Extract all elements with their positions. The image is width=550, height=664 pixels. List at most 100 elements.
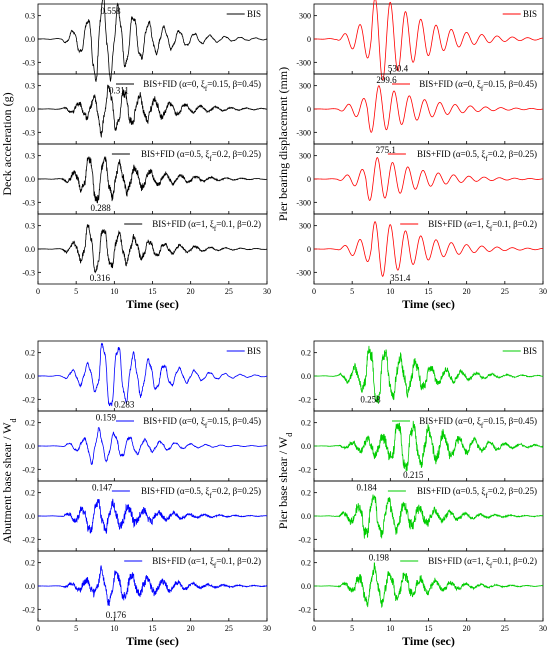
series-line <box>38 155 268 204</box>
y-tick-label: 0.0 <box>25 245 35 254</box>
legend-label: BIS+FID (α=1, ξf=0.1, β=0.2) <box>152 556 261 570</box>
x-tick-label: 5 <box>74 287 78 296</box>
x-tick-label: 15 <box>425 624 433 633</box>
series-line <box>38 498 268 534</box>
x-tick-label: 10 <box>110 287 118 296</box>
series-line <box>38 0 268 82</box>
x-tick-label: 20 <box>463 287 471 296</box>
legend: BIS+FID (α=1, ξf=0.1, β=0.2) <box>400 556 537 570</box>
legend: BIS+FID (α=1, ξf=0.1, β=0.2) <box>124 219 261 233</box>
legend: BIS <box>502 9 537 19</box>
x-tick-label: 20 <box>463 624 471 633</box>
legend: BIS+FID (α=0.5, ξf=0.2, β=0.25) <box>111 149 261 163</box>
y-tick-label: 0.0 <box>301 372 311 381</box>
legend: BIS+FID (α=0.5, ξf=0.2, β=0.25) <box>111 486 261 500</box>
y-tick-label: 0 <box>307 35 311 44</box>
y-tick-label: 0.2 <box>301 559 311 568</box>
series-line <box>314 562 544 608</box>
y-tick-label: 0.0 <box>25 582 35 591</box>
legend-label: BIS+FID (α=1, ξf=0.1, β=0.2) <box>428 556 537 570</box>
legend: BIS+FID (α=1, ξf=0.1, β=0.2) <box>124 556 261 570</box>
peak-label: 0.558 <box>100 6 121 16</box>
panel-deck-1: -0.3 0.0 0.3 BIS 0.558 <box>22 0 268 82</box>
peak-label: 0.288 <box>90 203 111 213</box>
legend-label: BIS <box>247 346 261 356</box>
y-tick-label: -0.2 <box>298 605 311 614</box>
peak-label: 0.147 <box>92 482 113 492</box>
x-tick-label: 10 <box>110 624 118 633</box>
y-tick-label: 0.0 <box>25 372 35 381</box>
peak-label: 0.176 <box>106 610 127 620</box>
peak-label: 0.184 <box>357 482 378 492</box>
y-tick-label: 0 <box>307 105 311 114</box>
x-axis-label: Time (sec) <box>402 297 455 311</box>
series-line <box>38 224 268 274</box>
x-tick-label: 25 <box>225 624 233 633</box>
y-tick-label: 0.3 <box>25 12 35 21</box>
peak-label: 351.4 <box>390 273 411 283</box>
y-tick-label: 300 <box>299 152 311 161</box>
panel-deck-2: -0.3 0.0 0.3 BIS+FID (α=0, ξf=0.15, β=0.45)… <box>22 73 268 145</box>
legend-label: BIS+FID (α=0.5, ξf=0.2, β=0.25) <box>417 486 537 500</box>
panel-frame <box>313 340 544 412</box>
panel-pier-shear-2: -0.2 0.0 0.2 BIS+FID (α=0, ξf=0.15, β=0.45)… <box>298 410 544 482</box>
y-tick-label: 0.3 <box>25 152 35 161</box>
y-tick-label: -300 <box>296 128 311 137</box>
peak-label: 0.283 <box>114 400 135 410</box>
x-tick-label: 30 <box>539 624 547 633</box>
x-tick-label: 15 <box>425 287 433 296</box>
legend-label: BIS+FID (α=1, ξf=0.1, β=0.2) <box>152 219 261 233</box>
peak-label: 0.198 <box>369 552 390 562</box>
y-tick-label: 0 <box>307 245 311 254</box>
y-tick-label: -0.2 <box>298 535 311 544</box>
panel-pier-shear-4: -0.2 0.0 0.2 BIS+FID (α=1, ξf=0.1, β=0.2) 0.… <box>298 550 544 622</box>
legend: BIS <box>502 346 537 356</box>
peak-label: 275.1 <box>376 145 396 155</box>
y-axis-label: Abutment base shear / Wd <box>0 418 18 543</box>
y-tick-label: 0.2 <box>301 489 311 498</box>
y-tick-label: -0.3 <box>22 268 35 277</box>
y-tick-label: -0.3 <box>22 198 35 207</box>
series-line <box>38 426 268 466</box>
chart-abutment: -0.2 0.0 0.2 BIS 0.283 -0.2 0.0 0.2 BIS+FID (α=0… <box>0 340 271 648</box>
x-axis-label: Time (sec) <box>126 634 179 648</box>
x-tick-label: 25 <box>501 287 509 296</box>
x-tick-label: 15 <box>149 287 157 296</box>
legend-label: BIS+FID (α=1, ξf=0.1, β=0.2) <box>428 219 537 233</box>
series-line <box>38 84 268 139</box>
peak-label: 0.258 <box>360 394 381 404</box>
y-tick-label: 0.0 <box>25 442 35 451</box>
legend: BIS <box>226 9 261 19</box>
x-tick-label: 0 <box>312 287 316 296</box>
y-tick-label: -0.3 <box>22 58 35 67</box>
legend-label: BIS <box>247 9 261 19</box>
y-tick-label: 0.2 <box>25 559 35 568</box>
y-tick-label: 0.0 <box>301 582 311 591</box>
legend: BIS+FID (α=0, ξf=0.15, β=0.45) <box>392 416 537 430</box>
chart-deck: -0.3 0.0 0.3 BIS 0.558 -0.3 0.0 0.3 BIS+FID (α=0… <box>0 0 271 311</box>
series-line <box>38 342 268 407</box>
y-tick-label: 0.0 <box>25 105 35 114</box>
panel-pier-bearing-4: -300 0 300 BIS+FID (α=1, ξf=0.1, β=0.2) 351.… <box>296 213 544 285</box>
chart-pier-shear: -0.2 0.0 0.2 BIS 0.258 -0.2 0.0 0.2 BIS+FID (α=0… <box>276 340 547 648</box>
x-tick-label: 5 <box>74 624 78 633</box>
peak-label: 0.159 <box>96 412 117 422</box>
y-tick-label: 300 <box>299 12 311 21</box>
legend: BIS+FID (α=0, ξf=0.15, β=0.45) <box>116 79 261 93</box>
panel-abutment-1: -0.2 0.0 0.2 BIS 0.283 <box>22 340 268 412</box>
panel-pier-shear-3: -0.2 0.0 0.2 BIS+FID (α=0.5, ξf=0.2, β=0.25… <box>298 480 544 552</box>
y-tick-label: 0.2 <box>25 489 35 498</box>
panel-deck-3: -0.3 0.0 0.3 BIS+FID (α=0.5, ξf=0.2, β=0.25… <box>22 143 268 215</box>
legend: BIS+FID (α=0, ξf=0.15, β=0.45) <box>116 416 261 430</box>
peak-label: 530.4 <box>388 64 409 74</box>
series-line <box>314 85 544 133</box>
x-tick-label: 0 <box>36 624 40 633</box>
y-tick-label: -0.2 <box>22 465 35 474</box>
legend-label: BIS+FID (α=0.5, ξf=0.2, β=0.25) <box>141 149 261 163</box>
y-tick-label: -0.2 <box>22 535 35 544</box>
x-tick-label: 20 <box>187 287 195 296</box>
legend: BIS+FID (α=0.5, ξf=0.2, β=0.25) <box>387 486 537 500</box>
y-tick-label: -0.2 <box>298 465 311 474</box>
x-tick-label: 0 <box>312 624 316 633</box>
